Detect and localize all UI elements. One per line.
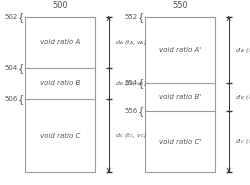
Bar	[25, 17, 95, 172]
Text: 500: 500	[52, 1, 68, 10]
Text: void ratio C': void ratio C'	[159, 139, 201, 145]
Text: void ratio A': void ratio A'	[159, 47, 201, 53]
Text: {: {	[138, 12, 143, 22]
Bar	[145, 17, 215, 172]
Text: 556: 556	[124, 108, 138, 115]
Text: 554: 554	[125, 80, 138, 86]
Text: {: {	[138, 106, 143, 116]
Text: 504: 504	[5, 65, 18, 71]
Text: void ratio B': void ratio B'	[159, 95, 201, 100]
Text: {: {	[138, 78, 143, 88]
Text: d$_A$ (t$_A$, v$_A$): d$_A$ (t$_A$, v$_A$)	[115, 38, 147, 47]
Text: d'$_A$ (t$_A$, v'$_A$): d'$_A$ (t$_A$, v'$_A$)	[235, 46, 250, 55]
Text: void ratio A: void ratio A	[40, 39, 80, 45]
Text: void ratio C: void ratio C	[40, 132, 80, 139]
Text: d'$_B$ (t$_B$, v'$_B$): d'$_B$ (t$_B$, v'$_B$)	[235, 93, 250, 102]
Text: d$_C$ (t$_C$, v$_C$): d$_C$ (t$_C$, v$_C$)	[115, 131, 147, 140]
Text: d'$_C$ (t$_C$, v'$_C$): d'$_C$ (t$_C$, v'$_C$)	[235, 137, 250, 146]
Text: {: {	[18, 12, 24, 22]
Text: 550: 550	[172, 1, 188, 10]
Text: 552: 552	[125, 14, 138, 20]
Text: {: {	[18, 63, 24, 73]
Text: d$_B$ (t$_B$, v$_B$): d$_B$ (t$_B$, v$_B$)	[115, 79, 147, 88]
Text: void ratio B: void ratio B	[40, 80, 80, 86]
Text: 502: 502	[5, 14, 18, 20]
Text: 506: 506	[4, 96, 18, 102]
Text: {: {	[18, 94, 24, 104]
